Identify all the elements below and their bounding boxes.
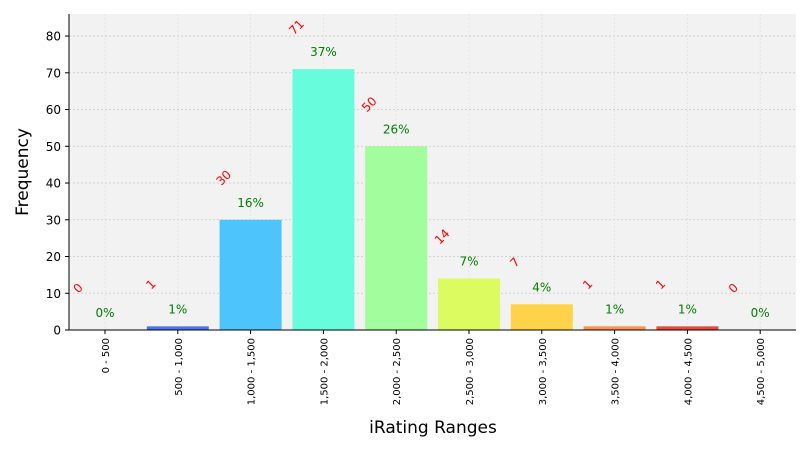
x-tick-label: 3,500 - 4,000	[611, 338, 622, 405]
y-tick-label: 10	[46, 287, 61, 301]
x-tick-label: 4,000 - 4,500	[683, 338, 694, 405]
x-tick-label: 1,000 - 1,500	[247, 338, 258, 405]
bar	[219, 219, 282, 330]
y-tick-label: 80	[46, 30, 61, 44]
percent-label: 1%	[678, 302, 697, 316]
percent-label: 26%	[383, 122, 410, 136]
x-axis-label: iRating Ranges	[369, 418, 497, 438]
y-tick-label: 0	[53, 324, 61, 338]
percent-label: 1%	[168, 302, 187, 316]
plot-area	[69, 14, 796, 330]
x-tick-label: 500 - 1,000	[174, 338, 185, 396]
y-tick-label: 20	[46, 250, 61, 264]
x-tick-label: 2,000 - 2,500	[392, 338, 403, 405]
percent-label: 7%	[459, 255, 478, 269]
bar	[365, 146, 428, 330]
percent-label: 1%	[605, 302, 624, 316]
bar	[510, 304, 573, 330]
percent-label: 0%	[751, 306, 770, 320]
bar	[656, 326, 719, 330]
y-axis-ticks: 0 10 20 30 40 50 60 70 80	[46, 30, 69, 338]
y-tick-label: 60	[46, 103, 61, 117]
y-tick-label: 70	[46, 66, 61, 80]
bar	[292, 69, 355, 331]
x-tick-label: 0 - 500	[101, 338, 112, 373]
y-tick-label: 30	[46, 213, 61, 227]
y-tick-label: 40	[46, 177, 61, 191]
x-axis-ticks: 0 - 500 500 - 1,000 1,000 - 1,500 1,500 - 2…	[101, 330, 767, 405]
bars	[146, 69, 719, 331]
y-tick-label: 50	[46, 140, 61, 154]
bar	[146, 326, 209, 330]
y-axis-label: Frequency	[13, 128, 33, 216]
bar	[438, 278, 500, 330]
bar	[583, 326, 646, 330]
percent-label: 0%	[95, 306, 114, 320]
x-tick-label: 2,500 - 3,000	[465, 338, 476, 405]
x-tick-label: 1,500 - 2,000	[319, 338, 330, 405]
x-tick-label: 3,000 - 3,500	[538, 338, 549, 405]
gridlines	[69, 14, 796, 331]
x-tick-label: 4,500 - 5,000	[756, 338, 767, 405]
percent-label: 4%	[532, 280, 551, 294]
percent-label: 16%	[237, 196, 264, 210]
percent-label: 37%	[310, 45, 337, 59]
